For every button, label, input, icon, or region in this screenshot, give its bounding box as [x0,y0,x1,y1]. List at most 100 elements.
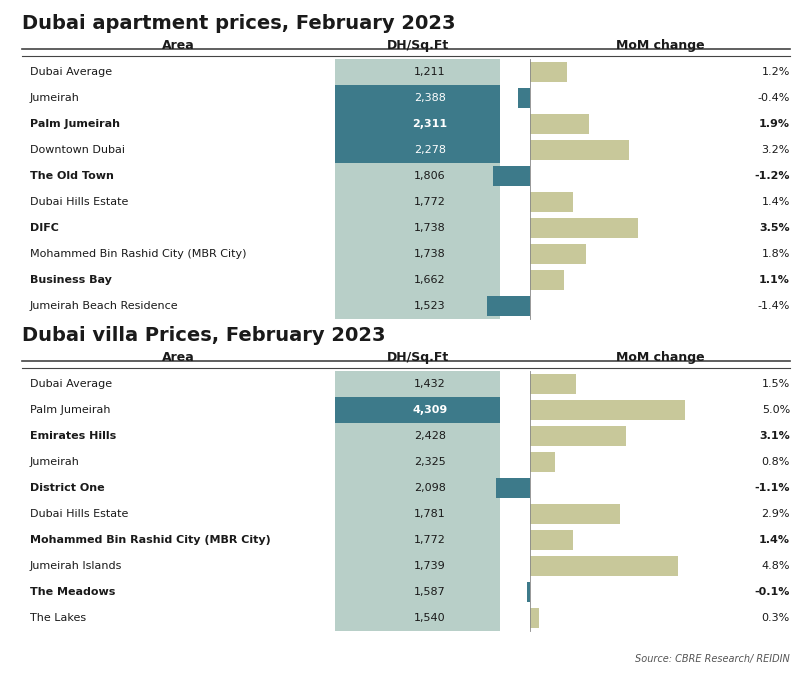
Bar [486,296,530,316]
Text: Palm Jumeirah: Palm Jumeirah [30,405,110,415]
Bar [527,582,530,602]
Bar [335,267,500,293]
Text: The Meadows: The Meadows [30,587,115,597]
Text: 1.1%: 1.1% [759,275,790,285]
Bar [335,215,500,241]
Text: 5.0%: 5.0% [762,405,790,415]
Text: 1.2%: 1.2% [762,67,790,77]
Text: -0.1%: -0.1% [754,587,790,597]
Text: 2,325: 2,325 [414,457,446,467]
Text: DH/Sq.Ft: DH/Sq.Ft [386,351,449,364]
Text: 1,432: 1,432 [414,379,446,389]
Text: 1.4%: 1.4% [762,197,790,207]
Text: -1.2%: -1.2% [754,171,790,181]
Bar [530,140,629,160]
Text: District One: District One [30,483,105,493]
Text: 1,662: 1,662 [414,275,446,285]
Text: 1.4%: 1.4% [759,535,790,545]
Text: 0.3%: 0.3% [762,613,790,623]
Text: -0.4%: -0.4% [758,93,790,103]
Text: 2.9%: 2.9% [762,509,790,519]
Bar [530,270,564,290]
Text: MoM change: MoM change [616,39,704,52]
Bar [530,244,586,264]
Text: 0.8%: 0.8% [762,457,790,467]
Bar [530,218,638,238]
Bar [493,166,530,186]
Text: Emirates Hills: Emirates Hills [30,431,116,441]
Text: Dubai Hills Estate: Dubai Hills Estate [30,509,128,519]
Bar [335,475,500,501]
Text: DH/Sq.Ft: DH/Sq.Ft [386,39,449,52]
Bar [335,553,500,579]
Bar [335,137,500,163]
Text: MoM change: MoM change [616,351,704,364]
Text: 1,738: 1,738 [414,249,446,259]
Text: Source: CBRE Research/ REIDIN: Source: CBRE Research/ REIDIN [635,654,790,664]
Bar [530,400,685,420]
Text: 4.8%: 4.8% [762,561,790,571]
Text: 2,388: 2,388 [414,93,446,103]
Bar [530,192,574,212]
Bar [335,605,500,631]
Bar [335,371,500,397]
Text: 1,587: 1,587 [414,587,446,597]
Text: 1.5%: 1.5% [762,379,790,389]
Bar [530,374,576,394]
Bar [530,504,620,524]
Text: Business Bay: Business Bay [30,275,112,285]
Bar [335,189,500,215]
Text: 1,211: 1,211 [414,67,446,77]
Text: Dubai apartment prices, February 2023: Dubai apartment prices, February 2023 [22,14,455,33]
Bar [335,59,500,85]
Text: -1.4%: -1.4% [758,301,790,311]
Text: 1.9%: 1.9% [759,119,790,129]
Text: Dubai Hills Estate: Dubai Hills Estate [30,197,128,207]
Text: 4,309: 4,309 [412,405,448,415]
Text: Mohammed Bin Rashid City (MBR City): Mohammed Bin Rashid City (MBR City) [30,249,246,259]
Text: 2,278: 2,278 [414,145,446,155]
Text: 2,311: 2,311 [413,119,447,129]
Text: 3.2%: 3.2% [762,145,790,155]
Text: The Old Town: The Old Town [30,171,114,181]
Bar [530,114,589,134]
Bar [335,85,500,111]
Text: DIFC: DIFC [30,223,59,233]
Bar [335,423,500,449]
Text: 2,428: 2,428 [414,431,446,441]
Bar [335,163,500,189]
Text: 1,772: 1,772 [414,197,446,207]
Text: Mohammed Bin Rashid City (MBR City): Mohammed Bin Rashid City (MBR City) [30,535,270,545]
Bar [530,530,574,550]
Bar [335,241,500,267]
Bar [335,293,500,319]
Text: Jumeirah: Jumeirah [30,93,80,103]
Bar [335,397,500,423]
Text: Downtown Dubai: Downtown Dubai [30,145,125,155]
Text: Dubai Average: Dubai Average [30,379,112,389]
Text: Palm Jumeirah: Palm Jumeirah [30,119,120,129]
Text: Jumeirah: Jumeirah [30,457,80,467]
Bar [518,88,530,108]
Bar [530,608,539,628]
Text: Area: Area [162,351,195,364]
Text: 2,098: 2,098 [414,483,446,493]
Bar [530,452,554,472]
Text: The Lakes: The Lakes [30,613,86,623]
Text: -1.1%: -1.1% [754,483,790,493]
Text: Jumeirah Islands: Jumeirah Islands [30,561,122,571]
Text: 1,540: 1,540 [414,613,446,623]
Bar [335,501,500,527]
Text: Jumeirah Beach Residence: Jumeirah Beach Residence [30,301,178,311]
Bar [496,478,530,498]
Text: Dubai villa Prices, February 2023: Dubai villa Prices, February 2023 [22,326,386,345]
Bar [530,426,626,446]
Text: 3.1%: 3.1% [759,431,790,441]
Bar [335,579,500,605]
Text: 1,806: 1,806 [414,171,446,181]
Bar [335,527,500,553]
Text: 1.8%: 1.8% [762,249,790,259]
Text: Dubai Average: Dubai Average [30,67,112,77]
Bar [335,449,500,475]
Text: 3.5%: 3.5% [759,223,790,233]
